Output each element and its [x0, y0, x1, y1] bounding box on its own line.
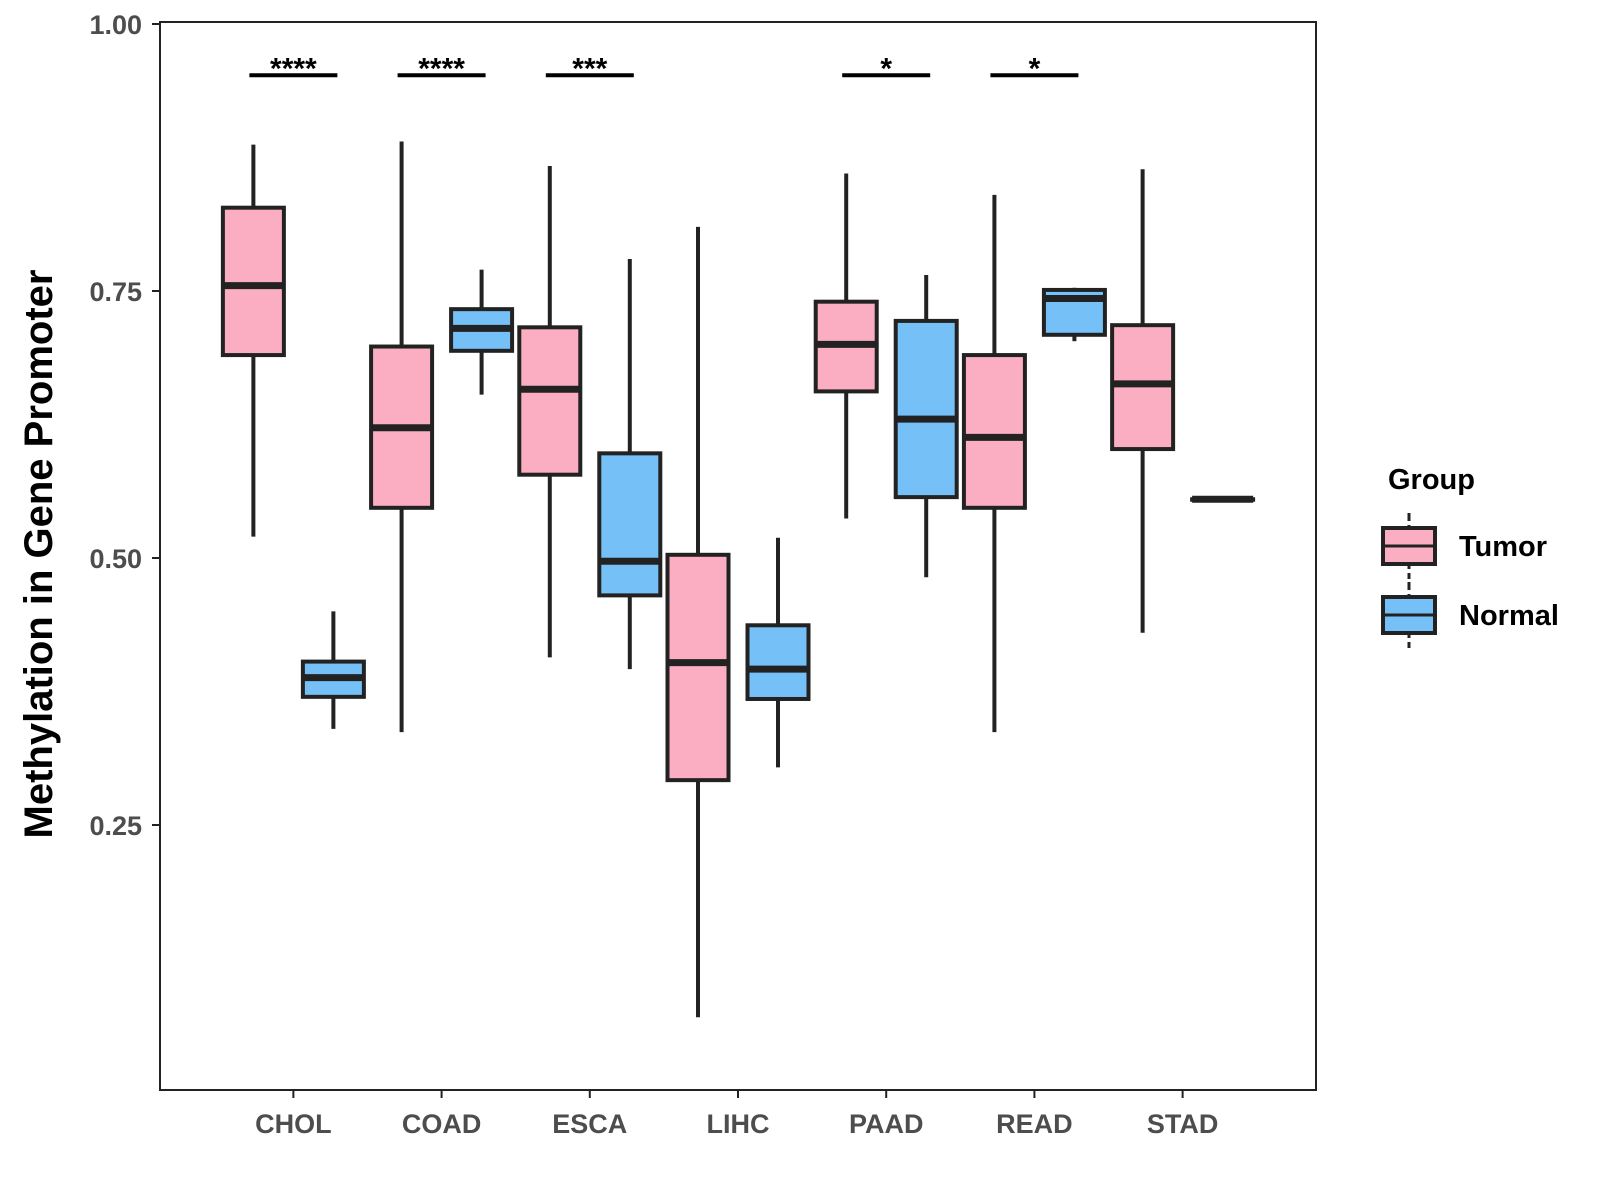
- significance-chol: ****: [249, 52, 338, 85]
- plot-background: [159, 21, 1317, 1091]
- y-tick-label: 0.25: [89, 811, 142, 841]
- significance-read: *: [990, 52, 1079, 85]
- significance-paad: *: [842, 52, 931, 85]
- y-tick-label: 0.75: [89, 277, 142, 307]
- significance-label: *: [880, 52, 892, 85]
- box-tumor-chol-iqr: [220, 205, 286, 358]
- box-tumor-paad: [813, 173, 879, 519]
- box-normal-lihc-iqr: [745, 623, 811, 701]
- box-tumor-coad: [369, 141, 435, 733]
- box-tumor-read: [961, 194, 1027, 733]
- box-tumor-lihc: [665, 226, 731, 1018]
- axes-layer: 0.25 0.50 0.75 1.00 CHOL COAD ESCA LIHC PAAD READ…: [89, 10, 1218, 1139]
- significance-layer: **** **** *** * *: [249, 52, 1079, 85]
- box-normal-read: [1041, 287, 1107, 342]
- significance-label: *: [1029, 52, 1041, 85]
- legend-label: Normal: [1459, 600, 1559, 632]
- y-tick-label: 1.00: [89, 10, 142, 40]
- box-tumor-stad: [1110, 169, 1176, 633]
- box-normal-paad-iqr: [893, 318, 959, 500]
- legend: Group Tumor Normal: [1381, 464, 1559, 648]
- significance-label: ****: [418, 52, 465, 85]
- legend-item-normal: Normal: [1381, 582, 1559, 648]
- box-tumor-esca: [517, 166, 583, 658]
- significance-esca: ***: [545, 52, 634, 85]
- x-tick-label: CHOL: [255, 1109, 332, 1139]
- box-normal-lihc: [745, 537, 811, 768]
- legend-item-tumor: Tumor: [1381, 513, 1547, 579]
- x-tick-label: LIHC: [707, 1109, 770, 1139]
- box-tumor-read-iqr: [961, 353, 1027, 510]
- significance-label: ***: [572, 52, 607, 85]
- significance-coad: ****: [397, 52, 486, 85]
- x-tick-label: COAD: [402, 1109, 482, 1139]
- box-normal-stad: [1190, 495, 1256, 503]
- legend-items: Tumor Normal: [1381, 513, 1559, 648]
- significance-label: ****: [270, 52, 317, 85]
- legend-label: Tumor: [1459, 531, 1547, 563]
- box-tumor-esca-iqr: [517, 325, 583, 477]
- box-normal-chol: [300, 611, 366, 729]
- y-tick-label: 0.50: [89, 544, 142, 574]
- x-tick-label: READ: [996, 1109, 1073, 1139]
- legend-key-tumor: [1381, 513, 1437, 579]
- plot-panel: [159, 21, 1317, 1091]
- box-normal-coad: [449, 269, 515, 395]
- box-tumor-chol: [220, 144, 286, 537]
- x-tick-label: STAD: [1147, 1109, 1219, 1139]
- boxes-layer: [220, 141, 1256, 1018]
- x-tick-label: PAAD: [849, 1109, 924, 1139]
- legend-key-normal: [1381, 582, 1437, 648]
- box-normal-esca-iqr: [597, 451, 663, 598]
- box-normal-esca: [597, 258, 663, 670]
- box-normal-paad: [893, 274, 959, 578]
- legend-title: Group: [1388, 464, 1475, 496]
- box-tumor-lihc-iqr: [665, 552, 731, 783]
- x-tick-label: ESCA: [552, 1109, 627, 1139]
- y-axis-label: Methylation in Gene Promoter: [17, 270, 61, 839]
